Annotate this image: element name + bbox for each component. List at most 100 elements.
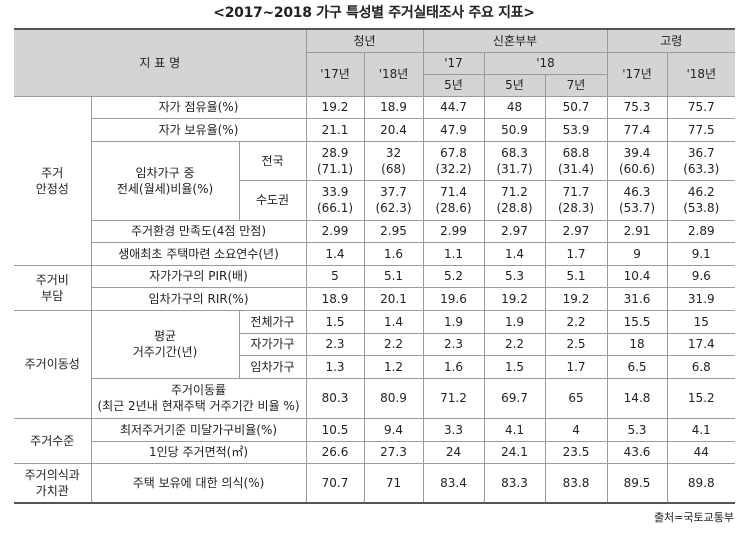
cell: 47.9	[422, 117, 485, 142]
cell: 65	[544, 377, 608, 419]
header-newlywed-17: '17	[422, 51, 485, 75]
label-nationwide: 전국	[238, 140, 307, 181]
table-row: 자가가구 2.3 2.2 2.3 2.2 2.5 18 17.4	[14, 332, 736, 356]
cell: 46.2 (53.8)	[666, 179, 736, 221]
cell: 9.1	[666, 241, 736, 266]
cell: 2.2	[544, 309, 608, 334]
cell: 1.2	[363, 354, 424, 379]
cell: 4.1	[483, 417, 546, 442]
indicator-table: 지 표 명 청년 신혼부부 고령 '17년 '18년 '17 '18 '17년 …	[14, 28, 736, 504]
cell: 20.4	[363, 117, 424, 142]
cell: 31.9	[666, 286, 736, 311]
cell: 1.7	[544, 241, 608, 266]
cell: 44	[666, 440, 736, 464]
cell: 1.4	[305, 241, 365, 266]
label-satisfaction: 주거환경 만족도(4점 만점)	[91, 219, 307, 243]
cell: 2.5	[544, 332, 608, 356]
cell: 36.7 (63.3)	[666, 140, 736, 181]
cell: 14.8	[606, 377, 668, 419]
cell: 71.2 (28.8)	[483, 179, 546, 221]
cell: 26.6	[305, 440, 365, 464]
cell: 44.7	[422, 95, 485, 119]
cell: 1.5	[483, 354, 546, 379]
cell: 31.6	[606, 286, 668, 311]
cell: 15.5	[606, 309, 668, 334]
label-rent-ratio: 임차가구 중 전세(월세)비율(%)	[91, 140, 240, 221]
label-owner-occupancy: 자가 점유율(%)	[90, 95, 307, 119]
cell: 4.1	[666, 417, 736, 442]
category-level: 주거수준	[14, 417, 92, 464]
source-note: 출처=국토교통부	[653, 511, 734, 524]
cell: 1.6	[422, 354, 485, 379]
cell: 80.3	[305, 377, 365, 419]
cell: 77.4	[606, 117, 668, 142]
cell: 71.2	[422, 377, 485, 419]
cell: 1.6	[363, 241, 424, 266]
cell: 68.8 (31.4)	[544, 140, 608, 181]
header-newlywed: 신혼부부	[422, 28, 608, 53]
cell: 5.1	[544, 264, 608, 288]
category-mobility: 주거이동성	[14, 309, 92, 419]
header-elderly-17: '17년	[606, 51, 668, 97]
label-ownership: 자가 보유율(%)	[91, 117, 307, 142]
label-avg-residence: 평균 거주기간(년)	[90, 309, 240, 379]
cell: 21.1	[305, 117, 365, 142]
cell: 53.9	[544, 117, 608, 142]
cell: 19.6	[422, 286, 485, 311]
cell: 80.9	[363, 377, 424, 419]
header-5yr-b: 5년	[483, 73, 546, 97]
label-owner-households: 자가가구	[239, 332, 307, 356]
cell: 89.8	[666, 462, 736, 504]
table-row: 주거이동률 (최근 2년내 현재주택 거주기간 비율 %) 80.3 80.9 …	[14, 377, 736, 419]
cell: 50.9	[483, 117, 546, 142]
cell: 2.99	[422, 219, 485, 243]
cell: 17.4	[666, 332, 736, 356]
cell: 18.9	[363, 95, 424, 119]
table-row: 임차가구 중 전세(월세)비율(%) 전국 28.9 (71.1) 32 (68…	[14, 140, 736, 221]
cell: 2.91	[606, 219, 668, 243]
cell: 20.1	[363, 286, 424, 311]
header-7yr: 7년	[544, 73, 608, 97]
label-ownership-awareness: 주택 보유에 대한 의식(%)	[90, 462, 307, 504]
cell: 24.1	[483, 440, 546, 464]
cell: 33.9 (66.1)	[305, 179, 365, 221]
cell: 46.3 (53.7)	[606, 179, 668, 221]
table-row: 주거 안정성 자가 점유율(%) 19.2 18.9 44.7 48 50.7 …	[14, 95, 736, 266]
cell: 19.2	[544, 286, 608, 311]
cell: 4	[544, 417, 608, 442]
cell: 5.3	[606, 417, 668, 442]
cell: 1.9	[483, 309, 546, 334]
cell: 1.1	[422, 241, 485, 266]
cell: 28.9 (71.1)	[305, 140, 365, 181]
cell: 2.95	[363, 219, 424, 243]
category-stability: 주거 안정성	[14, 95, 92, 266]
table-row: 주거비 부담 자가가구의 PIR(배) 5 5.1 5.2 5.3 5.1 10…	[14, 264, 736, 311]
header-5yr: 5년	[423, 73, 485, 97]
cell: 1.9	[422, 309, 485, 334]
table-row: 1인당 주거면적(㎡) 26.6 27.3 24 24.1 23.5 43.6 …	[14, 440, 736, 464]
cell: 2.99	[305, 219, 365, 243]
header-indicator: 지 표 명	[14, 28, 307, 97]
table-row: 자가 보유율(%) 21.1 20.4 47.9 50.9 53.9 77.4 …	[14, 117, 736, 142]
cell: 2.3	[305, 332, 365, 356]
cell: 83.8	[544, 462, 608, 504]
cell: 32 (68)	[363, 140, 424, 181]
cell: 6.8	[666, 354, 736, 379]
table-row: 주거수준 최저주거기준 미달가구비율(%) 10.5 9.4 3.3 4.1 4…	[14, 417, 736, 464]
category-burden: 주거비 부담	[14, 264, 92, 311]
header-newlywed-18: '18	[483, 51, 608, 75]
cell: 1.4	[483, 241, 546, 266]
cell: 19.2	[483, 286, 546, 311]
cell: 39.4 (60.6)	[606, 140, 668, 181]
label-capital: 수도권	[239, 179, 307, 221]
cell: 70.7	[305, 462, 365, 504]
label-first-home-years: 생애최초 주택마련 소요연수(년)	[91, 241, 307, 266]
cell: 15.2	[666, 377, 736, 419]
cell: 1.3	[305, 354, 365, 379]
cell: 2.89	[666, 219, 736, 243]
cell: 89.5	[606, 462, 668, 504]
table-row: 임차가구의 RIR(%) 18.9 20.1 19.6 19.2 19.2 31…	[14, 286, 736, 311]
cell: 83.4	[422, 462, 485, 504]
label-renter-households: 임차가구	[239, 354, 307, 379]
cell: 10.4	[606, 264, 668, 288]
